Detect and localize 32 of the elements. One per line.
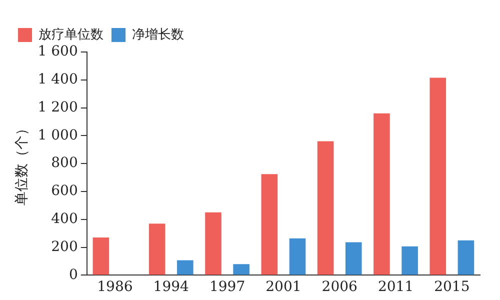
x-tick-label: 2015 (434, 279, 470, 296)
y-tick-label: 200 (51, 238, 78, 255)
y-tick-label: 1 600 (38, 44, 78, 60)
bar (205, 212, 222, 275)
bar (317, 141, 334, 275)
bar (402, 246, 418, 275)
bar (92, 238, 110, 275)
y-tick-label: 400 (51, 211, 78, 228)
legend-label: 放疗单位数 (38, 27, 104, 42)
y-tick-label: 600 (51, 183, 78, 200)
y-tick-label: 1 200 (38, 99, 78, 116)
y-tick-label: 1 400 (38, 72, 78, 88)
legend-label: 净增长数 (132, 27, 184, 42)
x-tick-label: 1997 (209, 279, 246, 296)
y-tick-label: 1 000 (38, 127, 78, 144)
bar (458, 240, 474, 275)
bar (148, 224, 166, 275)
bar (289, 238, 306, 275)
y-axis-title: 单位数（个） (14, 122, 30, 206)
bar (233, 264, 250, 275)
x-tick-label: 2011 (378, 279, 414, 296)
bar (374, 113, 390, 275)
bar (177, 260, 194, 275)
x-tick-label: 1986 (97, 279, 133, 296)
bar (345, 242, 362, 275)
bar (430, 78, 446, 275)
y-tick-label: 800 (51, 155, 78, 172)
x-tick-label: 1994 (153, 279, 190, 296)
x-tick-label: 2001 (266, 279, 302, 296)
y-tick-label: 0 (68, 266, 78, 283)
x-tick-label: 2006 (322, 279, 358, 296)
bar (261, 174, 278, 275)
